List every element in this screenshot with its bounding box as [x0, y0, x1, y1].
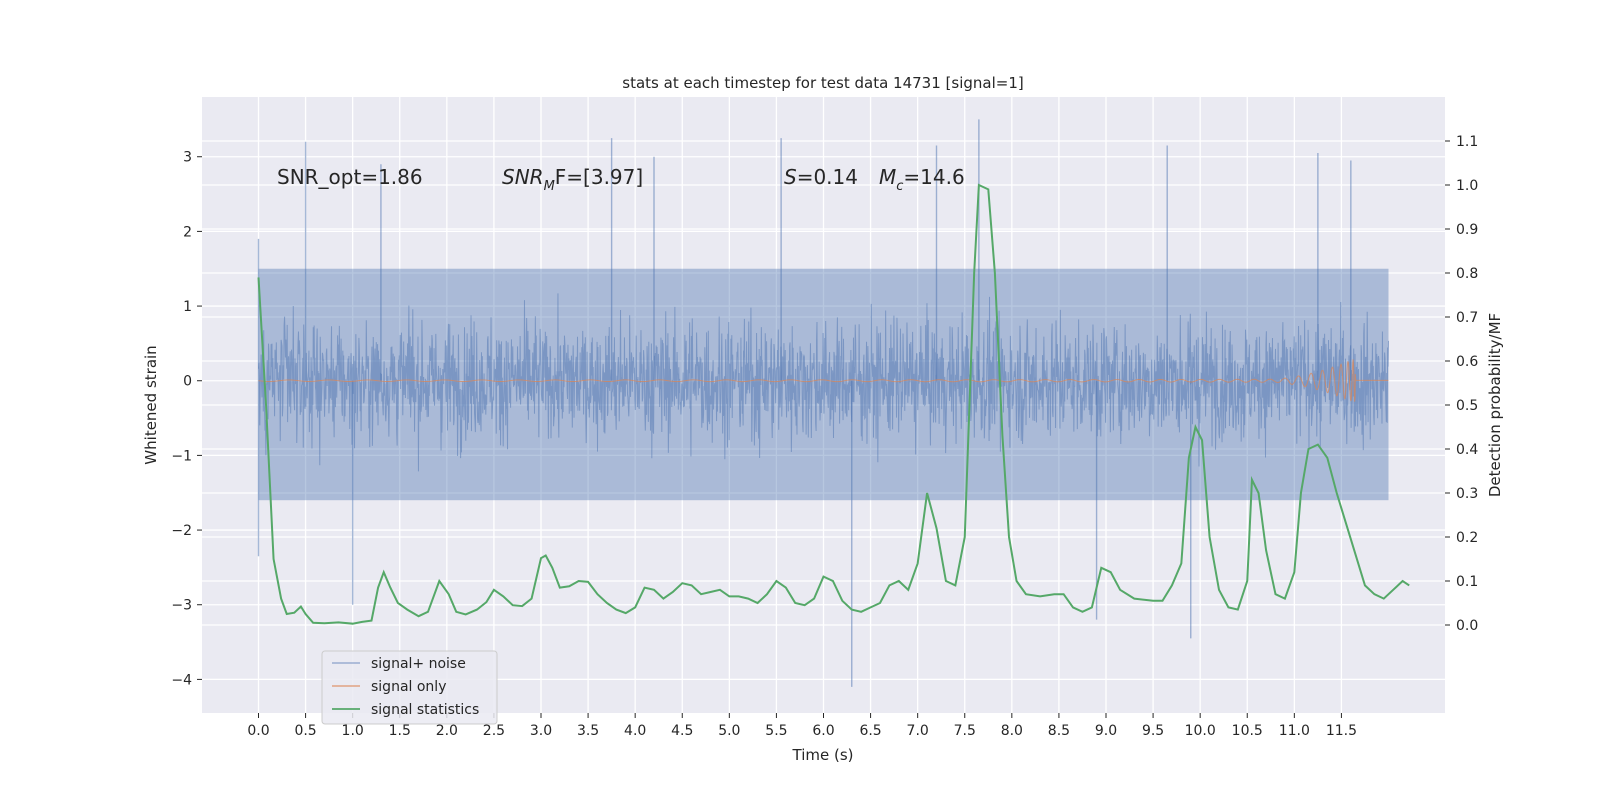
- y-tick-label-7: 3: [183, 150, 192, 166]
- annotation-s-value: =0.14: [797, 165, 858, 189]
- annotation-snr-mf: SNRMF=[3.97]: [502, 165, 643, 194]
- y2-axis-label: Detection probability/MF: [1486, 313, 1504, 497]
- y-tick-label-3: −1: [171, 448, 192, 464]
- y2-tick-label-7: 0.7: [1456, 310, 1478, 326]
- y-tick-label-5: 1: [183, 299, 192, 315]
- x-tick-label-14: 7.0: [907, 723, 929, 739]
- y2-tick-label-4: 0.4: [1456, 442, 1478, 458]
- y2-tick-label-1: 0.1: [1456, 574, 1478, 590]
- annotation-snr-opt: SNR_opt=1.86: [277, 165, 423, 189]
- series-signal-plus-noise: [257, 119, 1389, 687]
- x-tick-label-7: 3.5: [577, 723, 599, 739]
- y2-tick-label-11: 1.1: [1456, 134, 1478, 150]
- legend-box: [321, 650, 498, 725]
- y-axis-label: Whitened strain: [142, 345, 160, 464]
- x-tick-label-8: 4.0: [624, 723, 646, 739]
- signal-only-trace: [258, 359, 1389, 402]
- y2-tick-label-3: 0.3: [1456, 486, 1478, 502]
- x-tick-label-22: 11.0: [1279, 723, 1310, 739]
- signal-statistics-line: [257, 183, 1410, 625]
- x-tick-label-4: 2.0: [436, 723, 458, 739]
- series-signal-statistics: [257, 183, 1410, 625]
- annotation-mc: Mc=14.6: [879, 165, 965, 194]
- y2-axis-ticks: 0.0 0.1 0.2 0.3 0.4 0.5 0.6 0.7 0.8 0.9 1.0 1.1: [1445, 134, 1478, 634]
- annotation-snr-mf-value: F=[3.97]: [555, 165, 643, 189]
- y-tick-label-1: −3: [171, 598, 192, 614]
- x-tick-label-2: 1.0: [342, 723, 364, 739]
- annotation-snr-mf-subscript: M: [544, 179, 555, 194]
- y-tick-label-0: −4: [171, 672, 192, 688]
- x-tick-label-11: 5.5: [765, 723, 787, 739]
- legend-label-signal-statistics: signal statistics: [371, 702, 479, 718]
- y2-tick-label-8: 0.8: [1456, 266, 1478, 282]
- annotation-mc-symbol: M: [879, 165, 896, 189]
- annotation-snr-mf-label: SNR: [502, 165, 544, 189]
- x-tick-label-15: 7.5: [954, 723, 976, 739]
- x-tick-label-6: 3.0: [530, 723, 552, 739]
- x-axis-ticks: 0.0 0.5 1.0 1.5 2.0 2.5 3.0 3.5 4.0 4.5 5.0 5.5 6.0 6…: [247, 713, 1357, 739]
- y2-tick-label-2: 0.2: [1456, 530, 1478, 546]
- x-tick-label-5: 2.5: [483, 723, 505, 739]
- y-tick-label-6: 2: [183, 224, 192, 240]
- noise-trace: [258, 293, 1389, 472]
- x-tick-label-23: 11.5: [1326, 723, 1357, 739]
- x-tick-label-19: 9.5: [1142, 723, 1164, 739]
- annotation-mc-value: =14.6: [903, 165, 964, 189]
- x-tick-label-21: 10.5: [1232, 723, 1263, 739]
- x-tick-label-18: 9.0: [1095, 723, 1117, 739]
- y-tick-label-4: 0: [183, 374, 192, 390]
- grid: [202, 97, 1445, 713]
- y-axis-ticks: −4 −3 −2 −1 0 1 2 3: [171, 150, 202, 688]
- x-tick-label-3: 1.5: [389, 723, 411, 739]
- chart-title: stats at each timestep for test data 147…: [622, 74, 1023, 92]
- y2-tick-label-6: 0.6: [1456, 354, 1478, 370]
- x-tick-label-12: 6.0: [812, 723, 834, 739]
- annotation-s: S=0.14: [784, 165, 858, 189]
- x-axis-label: Time (s): [792, 746, 854, 764]
- x-tick-label-16: 8.0: [1001, 723, 1023, 739]
- legend: signal+ noise signal only signal statist…: [321, 650, 498, 725]
- legend-label-signal-only: signal only: [371, 679, 446, 695]
- y2-tick-label-5: 0.5: [1456, 398, 1478, 414]
- y2-tick-label-9: 0.9: [1456, 222, 1478, 238]
- x-tick-label-20: 10.0: [1185, 723, 1216, 739]
- x-tick-label-1: 0.5: [294, 723, 316, 739]
- x-tick-label-13: 6.5: [859, 723, 881, 739]
- annotation-mc-subscript: c: [896, 179, 903, 194]
- noise-envelope: [258, 268, 1389, 501]
- y2-tick-label-10: 1.0: [1456, 178, 1478, 194]
- x-tick-label-17: 8.5: [1048, 723, 1070, 739]
- x-tick-label-9: 4.5: [671, 723, 693, 739]
- x-tick-label-0: 0.0: [247, 723, 269, 739]
- y-tick-label-2: −2: [171, 523, 192, 539]
- series-signal-only: [258, 359, 1389, 402]
- legend-label-signal-plus-noise: signal+ noise: [371, 656, 466, 672]
- y2-tick-label-0: 0.0: [1456, 618, 1478, 634]
- x-tick-label-10: 5.0: [718, 723, 740, 739]
- annotation-s-symbol: S: [784, 165, 797, 189]
